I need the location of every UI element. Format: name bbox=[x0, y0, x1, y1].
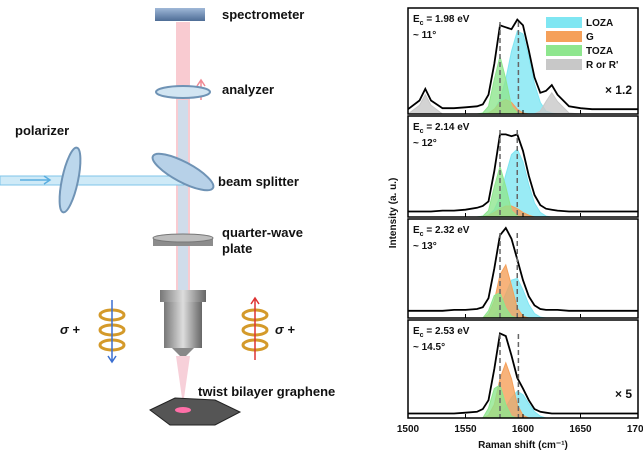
energy-label: Ec = 2.32 eV bbox=[413, 225, 470, 238]
spectrometer-box bbox=[155, 8, 205, 21]
x-tick-label: 1700 bbox=[627, 424, 643, 435]
x-tick-label: 1500 bbox=[397, 424, 420, 435]
angle-label: ~ 12° bbox=[413, 138, 437, 149]
label: quarter-wave bbox=[222, 225, 303, 240]
measured-spectrum bbox=[408, 18, 638, 111]
angle-label: ~ 14.5° bbox=[413, 342, 445, 353]
component-area bbox=[408, 56, 638, 114]
plot-area bbox=[408, 226, 638, 318]
scale-label: × 5 bbox=[615, 387, 632, 401]
angle-label: ~ 13° bbox=[413, 241, 437, 252]
label: analyzer bbox=[222, 82, 274, 97]
component-area bbox=[408, 384, 638, 418]
label: beam splitter bbox=[218, 174, 299, 189]
legend-swatch bbox=[546, 45, 582, 56]
analyzer bbox=[155, 85, 211, 99]
objective bbox=[160, 290, 206, 302]
label: polarizer bbox=[15, 123, 69, 138]
label: σ + bbox=[60, 322, 80, 337]
energy-sub: c bbox=[420, 332, 424, 339]
laser-spot bbox=[175, 407, 191, 413]
energy-value: = 2.53 eV bbox=[424, 326, 470, 337]
component-area bbox=[408, 263, 638, 318]
legend-label: LOZA bbox=[586, 18, 613, 29]
measured-spectrum bbox=[408, 226, 638, 312]
energy-symbol: E bbox=[413, 225, 420, 236]
component-area bbox=[408, 361, 638, 418]
scale-label: × 1.2 bbox=[605, 83, 632, 97]
arrow bbox=[107, 300, 117, 364]
energy-sub: c bbox=[420, 231, 424, 238]
objective bbox=[164, 302, 202, 348]
component-area bbox=[408, 292, 638, 318]
laser-beam bbox=[178, 100, 188, 290]
component-area bbox=[408, 148, 638, 217]
legend-swatch bbox=[546, 59, 582, 70]
energy-label: Ec = 1.98 eV bbox=[413, 14, 470, 27]
y-axis-label: Intensity (a. u.) bbox=[388, 178, 399, 249]
x-axis-label: Raman shift (cm⁻¹) bbox=[478, 440, 568, 451]
measured-spectrum bbox=[408, 332, 638, 415]
x-tick-label: 1550 bbox=[454, 424, 477, 435]
arrow bbox=[250, 296, 260, 360]
energy-value: = 2.32 eV bbox=[424, 225, 470, 236]
legend-swatch bbox=[546, 31, 582, 42]
energy-sub: c bbox=[420, 128, 424, 135]
label: plate bbox=[222, 241, 252, 256]
energy-value: = 1.98 eV bbox=[424, 14, 470, 25]
legend-label: TOZA bbox=[586, 46, 613, 57]
energy-value: = 2.14 eV bbox=[424, 122, 470, 133]
x-tick-label: 1600 bbox=[512, 424, 535, 435]
legend-label: G bbox=[586, 32, 594, 43]
waveplate bbox=[152, 233, 214, 243]
component-area bbox=[408, 98, 638, 114]
beam-splitter bbox=[151, 152, 215, 192]
plot-area bbox=[408, 332, 638, 418]
x-tick-label: 1650 bbox=[569, 424, 592, 435]
arrow bbox=[20, 175, 52, 185]
energy-symbol: E bbox=[413, 122, 420, 133]
energy-symbol: E bbox=[413, 326, 420, 337]
energy-label: Ec = 2.14 eV bbox=[413, 122, 470, 135]
plot-area bbox=[408, 130, 638, 217]
label: twist bilayer graphene bbox=[198, 384, 335, 399]
measured-spectrum bbox=[408, 133, 638, 213]
label: spectrometer bbox=[222, 7, 304, 22]
polarizer bbox=[58, 146, 82, 214]
plot-area bbox=[408, 18, 638, 114]
component-area bbox=[408, 164, 638, 217]
energy-symbol: E bbox=[413, 14, 420, 25]
energy-sub: c bbox=[420, 20, 424, 27]
objective bbox=[172, 348, 194, 356]
legend-swatch bbox=[546, 17, 582, 28]
label: σ + bbox=[275, 322, 295, 337]
legend-label: R or R' bbox=[586, 60, 618, 71]
graphene bbox=[149, 397, 242, 426]
angle-label: ~ 11° bbox=[413, 30, 436, 41]
component-area bbox=[408, 30, 638, 114]
component-area bbox=[408, 277, 638, 318]
energy-label: Ec = 2.53 eV bbox=[413, 326, 470, 339]
focus-cone bbox=[176, 356, 190, 405]
